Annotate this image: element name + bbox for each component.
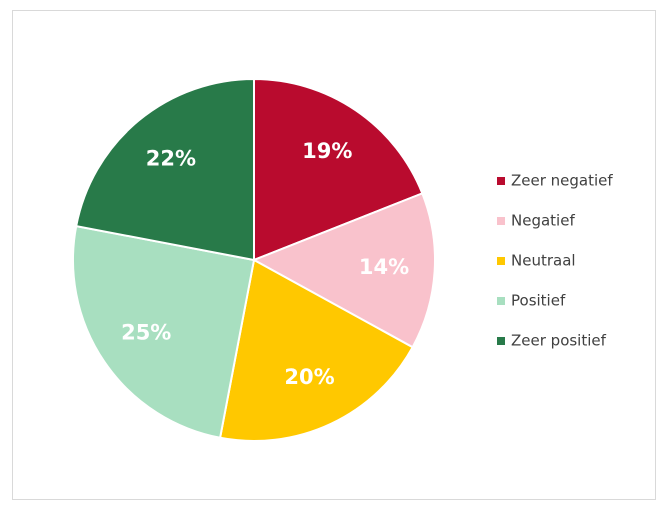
pie-slice (75, 77, 255, 262)
legend-marker (497, 257, 505, 265)
legend-label: Positief (511, 292, 566, 310)
legend-label: Negatief (511, 212, 575, 230)
legend-marker (497, 217, 505, 225)
data-label: 22% (146, 147, 196, 171)
legend-label: Zeer positief (511, 332, 607, 350)
data-label: 25% (121, 320, 171, 344)
data-label: 20% (284, 365, 334, 389)
legend-marker (497, 337, 505, 345)
legend-marker (497, 297, 505, 305)
data-label: 19% (302, 139, 352, 163)
legend-marker (497, 177, 505, 185)
pie-slice (253, 77, 424, 262)
legend-label: Neutraal (511, 252, 576, 270)
legend-label: Zeer negatief (511, 172, 613, 190)
pie-slice (218, 258, 414, 442)
pie-slice (72, 224, 256, 439)
data-label: 14% (359, 255, 409, 279)
pie-slice (251, 192, 436, 349)
